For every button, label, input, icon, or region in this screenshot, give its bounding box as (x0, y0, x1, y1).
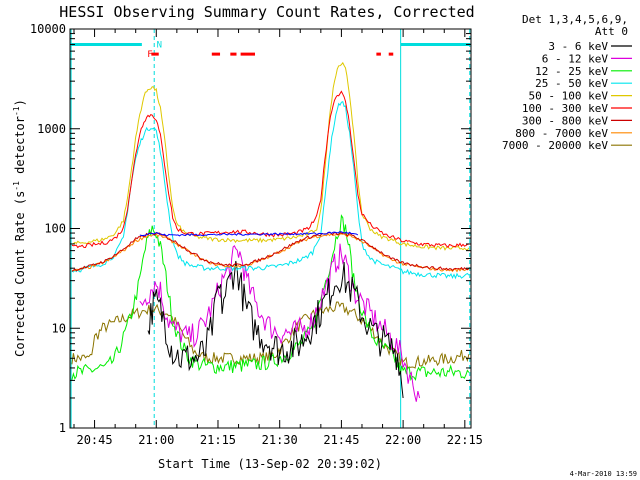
legend-label-8: 7000 - 20000 keV (502, 139, 608, 152)
plot-frame (69, 28, 472, 429)
y-axis-label: Corrected Count Rate (s-1 detector-1) (12, 99, 27, 357)
legend-label-2: 12 - 25 keV (535, 65, 608, 78)
legend-label-6: 300 - 800 keV (522, 114, 608, 127)
plot-timestamp: 4-Mar-2010 13:59 (570, 470, 637, 478)
x-tick-label-0: 20:45 (76, 433, 112, 447)
n-label: N (157, 40, 162, 50)
y-tick-label-1: 10 (52, 321, 66, 335)
legend-label-5: 100 - 300 keV (522, 102, 608, 115)
legend-label-4: 50 - 100 keV (529, 90, 609, 103)
x-tick-label-4: 21:45 (323, 433, 359, 447)
legend-header-0: Det 1,3,4,5,6,9, (522, 13, 628, 26)
series-line-4 (71, 61, 470, 251)
series-line-9 (139, 231, 359, 237)
legend-label-1: 6 - 12 keV (542, 52, 609, 65)
x-tick-label-3: 21:30 (262, 433, 298, 447)
series-line-1 (139, 243, 421, 402)
series-line-3 (71, 101, 470, 280)
x-tick-label-2: 21:15 (200, 433, 236, 447)
legend-label-0: 3 - 6 keV (548, 40, 608, 53)
f-label: F (147, 50, 152, 60)
series-line-0 (147, 260, 404, 399)
y-tick-label-4: 10000 (30, 22, 66, 36)
series-line-6 (71, 231, 470, 272)
legend-header-1: Att 0 (595, 25, 628, 38)
legend-label-3: 25 - 50 keV (535, 77, 608, 90)
y-tick-label-2: 100 (44, 222, 66, 236)
legend-label-7: 800 - 7000 keV (515, 127, 608, 140)
x-tick-label-1: 21:00 (138, 433, 174, 447)
x-tick-label-6: 22:15 (447, 433, 483, 447)
y-tick-label-3: 1000 (37, 122, 66, 136)
x-axis-label: Start Time (13-Sep-02 20:39:02) (158, 457, 382, 471)
series-line-2 (71, 214, 470, 381)
y-tick-label-0: 1 (59, 421, 66, 435)
chart-title: HESSI Observing Summary Count Rates, Cor… (59, 3, 474, 21)
x-tick-label-5: 22:00 (385, 433, 421, 447)
